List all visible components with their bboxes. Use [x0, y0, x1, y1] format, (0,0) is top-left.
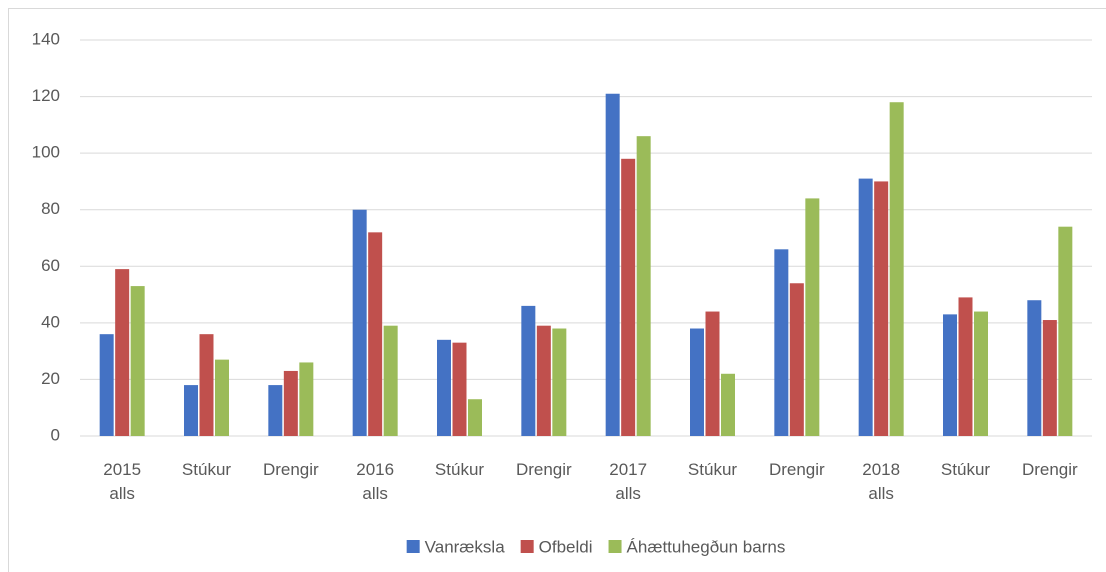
bar: [605, 93, 620, 436]
bar: [130, 286, 145, 436]
legend-label: Ofbeldi: [539, 537, 593, 556]
x-tick-label: Drengir: [768, 460, 825, 479]
bar: [874, 181, 889, 436]
bar: [115, 269, 130, 436]
x-tick-label: 2016 alls: [356, 460, 395, 503]
bar: [858, 178, 873, 436]
bar: [889, 102, 904, 436]
x-tick-label: Drengir: [515, 460, 572, 479]
bar: [943, 314, 957, 436]
y-tick-label: 140: [32, 29, 60, 48]
bar: [636, 136, 651, 436]
legend-swatch: [406, 540, 420, 553]
x-tick-label: Stúkur: [181, 460, 232, 479]
x-tick-label: 2018 alls: [862, 460, 901, 503]
bar: [468, 399, 482, 436]
x-tick-label: 2017 alls: [609, 460, 648, 503]
bar: [1042, 320, 1057, 436]
bar: [536, 325, 551, 436]
bar: [1027, 300, 1042, 436]
bar: [705, 311, 720, 436]
bar: [383, 325, 398, 436]
x-tick-label: Stúkur: [434, 460, 485, 479]
bar: [721, 373, 735, 436]
bar: [805, 198, 820, 436]
bar: [521, 305, 536, 436]
legend-label: Vanræksla: [425, 537, 506, 556]
x-tick-label: Stúkur: [687, 460, 738, 479]
bar: [452, 342, 467, 436]
x-tick-label: Drengir: [1021, 460, 1078, 479]
legend-swatch: [520, 540, 534, 553]
y-tick-label: 80: [41, 199, 60, 218]
bar: [184, 385, 198, 436]
y-tick-label: 20: [41, 369, 60, 388]
legend-swatch: [608, 540, 622, 553]
bar: [690, 328, 704, 436]
y-tick-label: 0: [51, 425, 60, 444]
bar: [299, 362, 314, 436]
bar: [958, 297, 973, 436]
bar: [99, 334, 114, 436]
bar: [437, 339, 451, 436]
bar: [1058, 226, 1073, 436]
bar: [774, 249, 789, 436]
x-tick-label: Stúkur: [940, 460, 991, 479]
bar: [268, 385, 283, 436]
bar: [621, 158, 636, 437]
chart-border: [8, 8, 1106, 572]
bar: [789, 283, 804, 436]
x-tick-label: 2015 alls: [103, 460, 142, 503]
y-tick-label: 100: [32, 143, 60, 162]
y-tick-label: 40: [41, 312, 60, 331]
y-tick-label: 60: [41, 256, 60, 275]
bar: [352, 209, 367, 436]
bar: [974, 311, 988, 436]
x-tick-label: Drengir: [262, 460, 319, 479]
bar: [552, 328, 567, 436]
legend-label: Áhættuhegðun barns: [627, 537, 786, 556]
bar: [215, 359, 229, 436]
bar: [199, 334, 214, 436]
bar: [368, 232, 383, 436]
y-tick-label: 120: [32, 86, 60, 105]
bar: [283, 370, 298, 436]
